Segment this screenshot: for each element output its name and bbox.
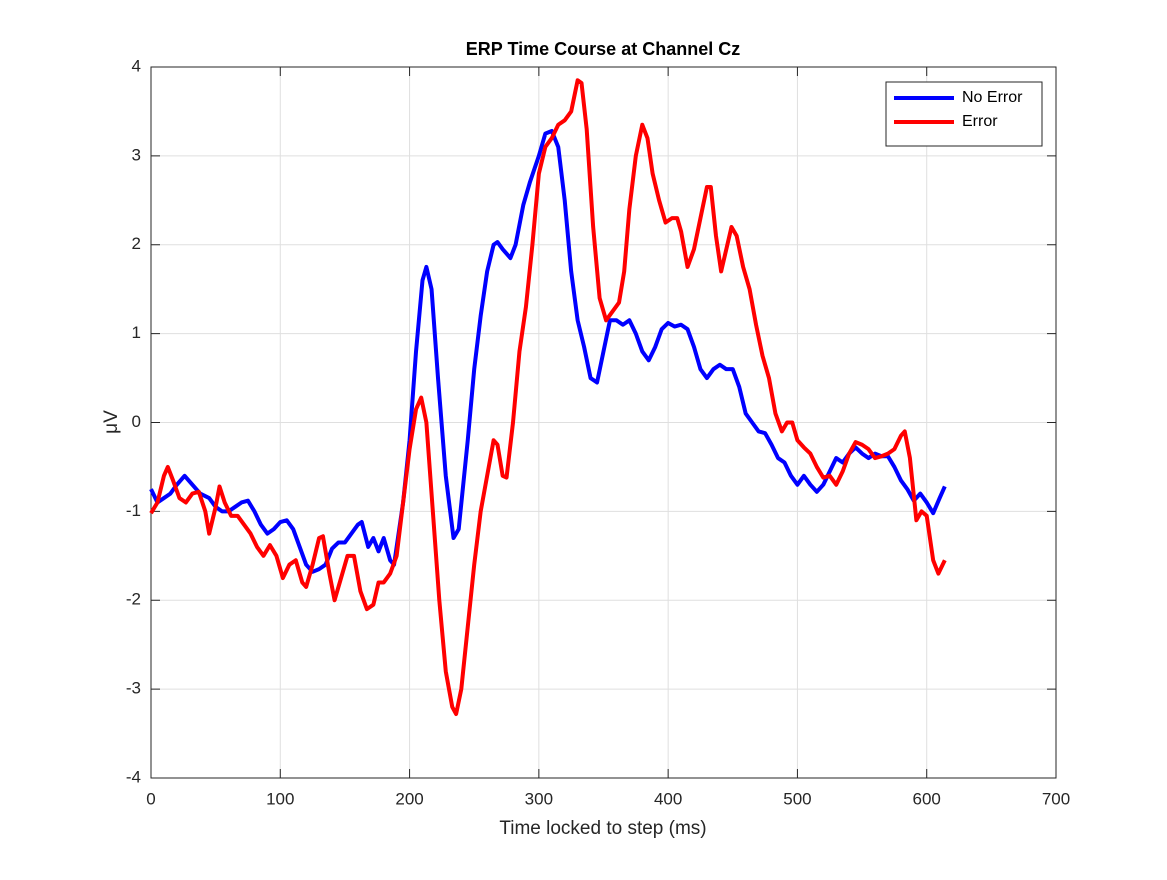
x-tick-label: 100 (266, 789, 294, 808)
x-tick-label: 500 (783, 789, 811, 808)
x-axis-label: Time locked to step (ms) (499, 818, 706, 839)
legend-label: No Error (962, 89, 1023, 106)
y-tick-label: 1 (132, 323, 141, 342)
x-tick-label: 200 (395, 789, 423, 808)
y-tick-label: 2 (132, 234, 141, 253)
y-tick-label: -2 (126, 590, 141, 609)
x-tick-label: 600 (913, 789, 941, 808)
plot-frame (150, 66, 1057, 779)
y-axis-label: μV (101, 410, 122, 434)
y-tick-label: 0 (132, 412, 141, 431)
line-series (149, 78, 947, 717)
y-tick-label: 3 (132, 145, 141, 164)
x-tick-label: 0 (146, 789, 155, 808)
line-series (149, 128, 947, 574)
legend-label: Error (962, 113, 998, 130)
y-tick-label: -3 (126, 679, 141, 698)
legend-box (885, 81, 1043, 147)
y-tick-label: -4 (126, 767, 141, 786)
x-tick-label: 400 (654, 789, 682, 808)
y-tick-label: -1 (126, 501, 141, 520)
y-tick-label: 4 (132, 56, 141, 75)
x-tick-label: 700 (1042, 789, 1070, 808)
chart-title: ERP Time Course at Channel Cz (466, 39, 740, 59)
x-tick-label: 300 (525, 789, 553, 808)
